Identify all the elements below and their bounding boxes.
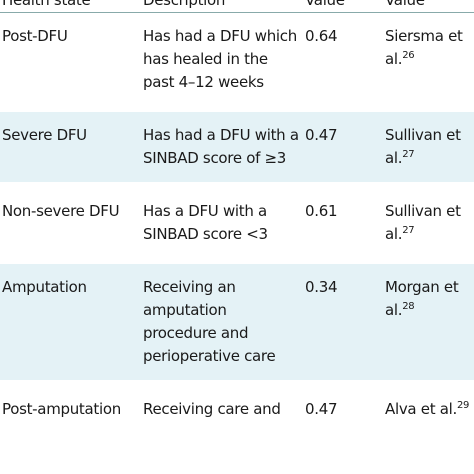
header-cell: Health state bbox=[0, 0, 141, 13]
table-body: Post-DFU Has had a DFU which has healed i… bbox=[0, 12, 474, 439]
table-cell: Non-severe DFU bbox=[0, 185, 141, 264]
table-cell: 0.34 bbox=[303, 261, 383, 386]
table-cell: Alva et al.29 bbox=[383, 383, 474, 439]
cell-text: Has had a DFU with a SINBAD score of ≥3 bbox=[143, 126, 299, 167]
cell-text: Non-severe DFU bbox=[2, 202, 120, 220]
table-cell: Sullivan et al.27 bbox=[383, 109, 474, 188]
table-cell: 0.47 bbox=[303, 109, 383, 188]
reference-number: 27 bbox=[402, 149, 415, 160]
header-cell: Value bbox=[303, 0, 383, 13]
table-cell: 0.47 bbox=[303, 383, 383, 439]
table-cell: Has had a DFU with a SINBAD score of ≥3 bbox=[141, 109, 303, 188]
table-cell: Post-DFU bbox=[0, 12, 141, 112]
header-cell: Description bbox=[141, 0, 303, 13]
table-cell: Receiving an amputation procedure and pe… bbox=[141, 261, 303, 386]
table-cell: 0.64 bbox=[303, 12, 383, 112]
header-row: Health state Description Value Value bbox=[0, 0, 474, 13]
table: Health state Description Value Value Post-D… bbox=[0, 0, 474, 439]
cell-text: 0.61 bbox=[305, 202, 338, 220]
reference-number: 27 bbox=[402, 225, 415, 236]
cell-text: Sullivan et al. bbox=[385, 202, 461, 243]
reference-number: 29 bbox=[456, 400, 470, 411]
cell-text: Has a DFU with a SINBAD score <3 bbox=[143, 202, 268, 243]
table-cell: Siersma et al.26 bbox=[383, 12, 474, 112]
table-row: Amputation Receiving an amputation proced… bbox=[0, 261, 474, 386]
cell-text: 0.47 bbox=[305, 126, 338, 144]
table-cell: Has a DFU with a SINBAD score <3 bbox=[141, 185, 303, 264]
cell-text: 0.34 bbox=[305, 278, 338, 296]
cell-text: Amputation bbox=[2, 278, 87, 296]
table-cell: Receiving care and bbox=[141, 383, 303, 439]
cell-text: Receiving an amputation procedure and pe… bbox=[143, 278, 276, 365]
table-cell: Has had a DFU which has healed in the pa… bbox=[141, 12, 303, 112]
cell-text: Receiving care and bbox=[143, 400, 281, 418]
table-row: Post-DFU Has had a DFU which has healed i… bbox=[0, 12, 474, 112]
header-cell: Value bbox=[383, 0, 474, 13]
table-cell: Morgan et al.28 bbox=[383, 261, 474, 386]
cell-text: Severe DFU bbox=[2, 126, 87, 144]
table-row: Non-severe DFU Has a DFU with a SINBAD sc… bbox=[0, 185, 474, 264]
cell-text: Sullivan et al. bbox=[385, 126, 461, 167]
cell-text: Alva et al. bbox=[385, 400, 457, 418]
cell-text: Post-DFU bbox=[2, 27, 68, 45]
cell-text: Siersma et al. bbox=[385, 27, 463, 68]
reference-number: 28 bbox=[402, 301, 415, 312]
table-cell: Amputation bbox=[0, 261, 141, 386]
cell-text: 0.47 bbox=[305, 400, 338, 418]
table-row: Post-amputation Receiving care and 0.47 Alv… bbox=[0, 383, 474, 439]
cell-text: Morgan et al. bbox=[385, 278, 459, 319]
table-wrap: Health state Description Value Value Post-D… bbox=[0, 0, 474, 439]
table-cell: Post-amputation bbox=[0, 383, 141, 439]
table-row: Severe DFU Has had a DFU with a SINBAD sc… bbox=[0, 109, 474, 188]
table-cell: Sullivan et al.27 bbox=[383, 185, 474, 264]
table-cell: Severe DFU bbox=[0, 109, 141, 188]
cell-text: 0.64 bbox=[305, 27, 338, 45]
table-cell: 0.61 bbox=[303, 185, 383, 264]
cell-text: Post-amputation bbox=[2, 400, 121, 418]
cell-text: Has had a DFU which has healed in the pa… bbox=[143, 27, 297, 91]
reference-number: 26 bbox=[402, 50, 415, 61]
